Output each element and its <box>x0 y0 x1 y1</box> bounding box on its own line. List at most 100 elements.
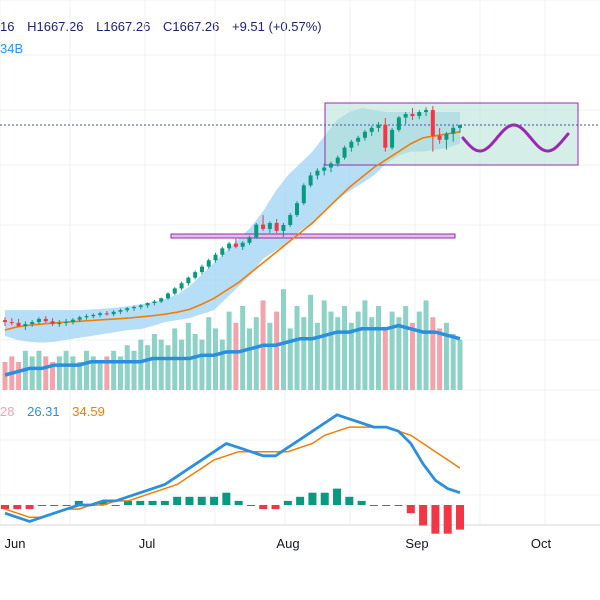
macd-histogram-bar <box>296 496 305 505</box>
candle-body <box>451 127 456 134</box>
volume-bar <box>43 356 49 390</box>
volume-bar <box>104 356 110 390</box>
candle-body <box>206 260 211 267</box>
candle-body <box>369 127 374 132</box>
candle-body <box>193 272 198 278</box>
volume-bar <box>240 306 246 390</box>
volume-bar <box>56 356 62 390</box>
x-axis-label-aug: Aug <box>276 536 299 551</box>
candle-body <box>64 322 69 324</box>
macd-legend: 28 26.31 34.59 <box>0 404 114 419</box>
obv-line <box>4 323 461 377</box>
candle-body <box>36 318 41 323</box>
candle-body <box>417 112 422 116</box>
close-value: C1667.26 <box>162 19 220 34</box>
macd-histogram-bar <box>333 488 342 505</box>
candle-body <box>335 157 340 164</box>
volume-value: 34B <box>0 41 24 56</box>
candle-body <box>165 293 170 299</box>
candle-body <box>220 248 225 255</box>
macd-histogram-bar <box>111 505 120 506</box>
candle-body <box>9 322 14 324</box>
candle-body <box>356 137 361 142</box>
candle-body <box>227 243 232 249</box>
macd-histogram-bar <box>210 496 219 505</box>
candle-body <box>50 321 55 325</box>
candle-body <box>199 266 204 273</box>
volume-bar <box>124 345 130 390</box>
candle-body <box>362 131 367 138</box>
volume-bar <box>117 356 123 390</box>
macd-histogram-bar <box>197 496 206 505</box>
open-value: 16 <box>0 19 15 34</box>
volume-bar <box>36 350 42 390</box>
candle-body <box>125 308 130 311</box>
volume-bar <box>355 311 361 390</box>
volume-bar <box>219 339 225 390</box>
candle-body <box>288 215 293 225</box>
volume-bar <box>50 362 56 390</box>
candle-body <box>145 303 150 306</box>
volume-bar <box>389 311 395 390</box>
volume-bar <box>138 339 144 390</box>
candle-body <box>261 224 266 229</box>
histogram-value: 28 <box>0 404 15 419</box>
volume-bar <box>321 300 327 390</box>
x-axis-label-jul: Jul <box>139 536 156 551</box>
candle-body <box>233 243 238 247</box>
volume-bar <box>63 350 69 390</box>
candle-body <box>152 301 157 304</box>
macd-histogram-bar <box>37 505 46 506</box>
volume-bar <box>450 334 456 390</box>
volume-bar <box>165 345 171 390</box>
macd-histogram-bar <box>419 505 428 526</box>
candle-body <box>444 133 449 140</box>
candle-body <box>383 124 388 148</box>
candle-body <box>458 125 462 128</box>
macd-histogram-bar <box>13 505 22 510</box>
volume-bar <box>382 328 388 390</box>
volume-bar <box>369 317 375 390</box>
high-value: H1667.26 <box>27 19 84 34</box>
macd-histogram-bar <box>136 500 145 505</box>
candle-body <box>281 224 286 231</box>
ema-line <box>4 131 461 331</box>
volume-bar <box>437 328 443 390</box>
x-axis-label-jun: Jun <box>5 536 26 551</box>
candle-body <box>172 288 177 294</box>
candle-body <box>77 317 82 320</box>
candle-body <box>104 313 109 315</box>
volume-bar <box>131 350 137 390</box>
macd-histogram-bar <box>394 505 403 506</box>
candle-body <box>30 322 35 325</box>
candle-body <box>349 141 354 148</box>
volume-bar <box>396 317 402 390</box>
candle-body <box>213 254 218 261</box>
candle-body <box>179 283 184 289</box>
macd-line <box>4 413 461 523</box>
volume-bar <box>77 362 83 390</box>
candle-body <box>342 147 347 158</box>
volume-bar <box>335 317 341 390</box>
macd-histogram-bar <box>320 492 329 505</box>
low-value: L1667.26 <box>96 19 151 34</box>
volume-legend: 34B <box>0 41 23 56</box>
macd-histogram-bar <box>259 505 268 510</box>
candle-body <box>111 311 116 315</box>
candle-body <box>254 224 259 238</box>
candle-body <box>396 117 401 130</box>
volume-bar <box>280 289 286 390</box>
candle-body <box>247 237 252 243</box>
candle-body <box>159 298 164 302</box>
volume-bar <box>16 362 22 390</box>
volume-bar <box>308 294 314 390</box>
volume-bar <box>145 345 151 390</box>
bollinger-band <box>5 108 460 343</box>
volume-bar <box>342 306 348 390</box>
volume-bar <box>70 356 76 390</box>
candle-body <box>328 163 333 168</box>
candle-body <box>322 167 327 171</box>
x-axis-label-oct: Oct <box>531 536 552 551</box>
x-axis-label-sep: Sep <box>405 536 428 551</box>
